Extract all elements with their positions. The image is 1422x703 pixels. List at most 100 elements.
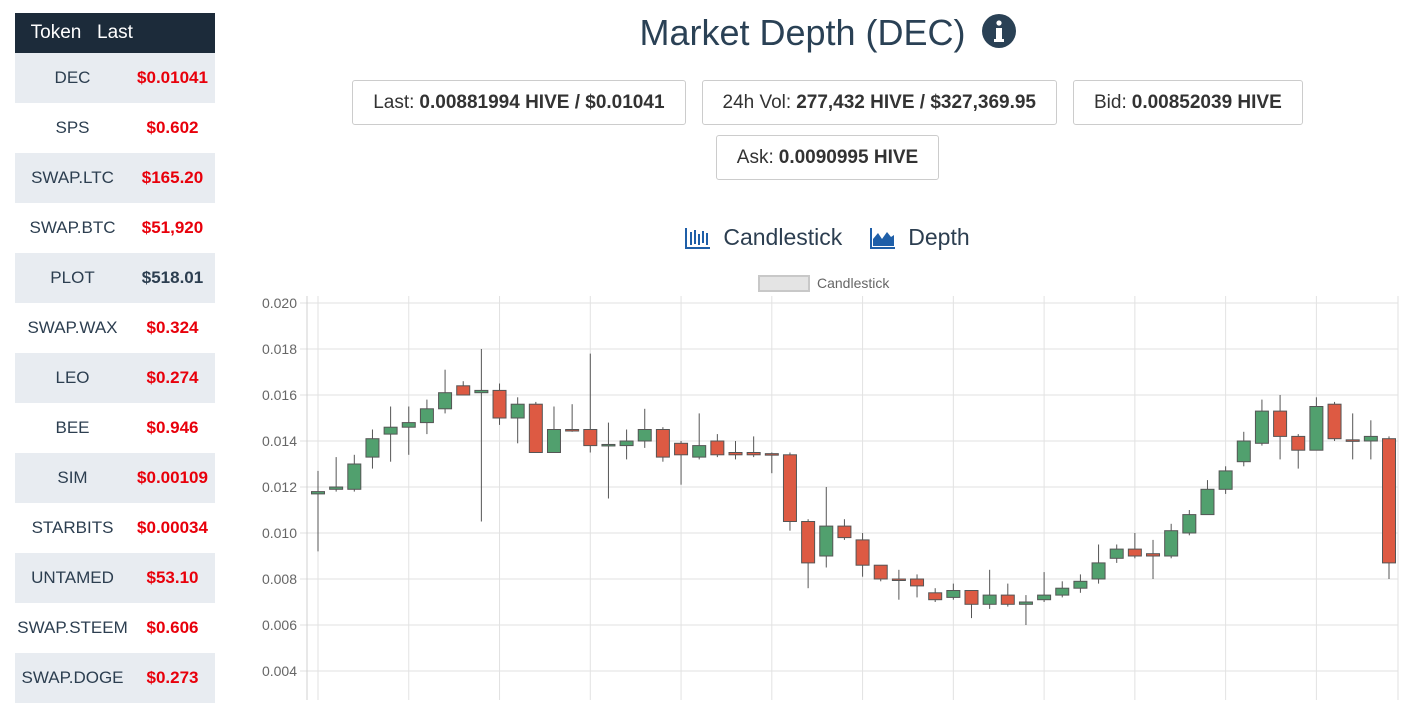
token-price: $0.01041: [137, 68, 208, 87]
header-cell: Token: [30, 22, 82, 43]
token-price: $165.20: [141, 168, 204, 187]
tab-label: Depth: [908, 224, 970, 250]
table-row: SWAP.LTC $165.20: [15, 153, 215, 203]
y-tick-label: 0.020: [262, 295, 297, 311]
table-row: SWAP.BTC $51,920: [15, 203, 215, 253]
token-price: $51,920: [141, 218, 204, 237]
candle-body: [746, 452, 761, 456]
candle-body: [438, 392, 453, 410]
token-name: PLOT: [50, 268, 95, 287]
candle-body: [928, 592, 943, 601]
token-name: SWAP.LTC: [31, 168, 114, 187]
stat-label: Last:: [373, 91, 415, 113]
token-name: STARBITS: [31, 518, 114, 537]
candle-body: [1037, 594, 1052, 601]
table-row: UNTAMED $53.10: [15, 553, 215, 603]
table-body: DEC $0.01041 SPS $0.602 SWAP.LTC $165.20 SWAP.…: [15, 53, 215, 703]
candle-body: [1182, 514, 1197, 534]
stat-box: Ask: 0.0090995 HIVE: [715, 135, 940, 180]
table-row: SWAP.DOGE $0.273: [15, 653, 215, 703]
y-tick-label: 0.012: [262, 479, 297, 495]
table-row: SPS $0.602: [15, 103, 215, 153]
candle-body: [964, 590, 979, 605]
token-price: $0.274: [146, 368, 199, 387]
token-price: $0.00034: [137, 518, 208, 537]
tab[interactable]: Candlestick: [685, 224, 842, 251]
candle-body: [1273, 410, 1288, 437]
candle-body: [1164, 530, 1179, 557]
candle-body: [347, 463, 362, 490]
candle-body: [837, 525, 852, 539]
stat-box: Bid: 0.00852039 HIVE: [1073, 80, 1303, 125]
candle-body: [329, 486, 344, 490]
y-tick-label: 0.010: [262, 525, 297, 541]
candle-body: [474, 389, 489, 394]
candle-body: [655, 429, 670, 458]
y-tick-label: 0.014: [262, 433, 297, 449]
token-name: SWAP.BTC: [29, 218, 116, 237]
chart-tabs: Candlestick Depth: [240, 224, 1415, 251]
token-name: SWAP.STEEM: [17, 618, 128, 637]
stat-label: 24h Vol:: [722, 91, 792, 113]
candle-body: [1363, 435, 1378, 442]
candle-body: [492, 389, 507, 419]
token-price: $0.00109: [137, 468, 208, 487]
candle-body: [982, 594, 997, 605]
candle-body: [946, 590, 961, 598]
stat-label: Ask:: [736, 146, 774, 168]
candle-body: [891, 578, 906, 581]
candle-body: [692, 445, 707, 458]
candlestick-icon: [685, 227, 711, 249]
candle-body: [873, 564, 888, 580]
stat-value: 277,432 HIVE / $327,369.95: [796, 91, 1036, 113]
token-price: $53.10: [146, 568, 199, 587]
candle-body: [365, 438, 380, 458]
token-name: SWAP.DOGE: [21, 668, 124, 687]
table-row: LEO $0.274: [15, 353, 215, 403]
candle-body: [764, 453, 779, 456]
stat-value: 0.00852039 HIVE: [1131, 91, 1282, 113]
candle-body: [1200, 488, 1215, 516]
token-name: DEC: [54, 68, 91, 87]
candle-body: [1382, 438, 1396, 564]
stat-box: 24h Vol: 277,432 HIVE / $327,369.95: [701, 80, 1057, 125]
candle-body: [1146, 553, 1161, 557]
candle-body: [674, 442, 689, 456]
y-tick-label: 0.016: [262, 387, 297, 403]
candle-body: [782, 454, 797, 522]
candle-body: [383, 426, 398, 435]
table-row: STARBITS $0.00034: [15, 503, 215, 553]
candle-body: [546, 429, 561, 453]
token-price: $518.01: [141, 268, 204, 287]
table-row: BEE $0.946: [15, 403, 215, 453]
table-row: DEC $0.01041: [15, 53, 215, 103]
candle-body: [510, 403, 525, 419]
token-price: $0.273: [146, 668, 199, 687]
candle-body: [855, 539, 870, 566]
candle-body: [1327, 403, 1342, 440]
table-row: PLOT $518.01: [15, 253, 215, 303]
token-price: $0.602: [146, 118, 199, 137]
token-table: Token Last DEC $0.01041 SPS $0.602 SWAP.LTC $1…: [15, 13, 215, 703]
legend-swatch: [758, 275, 810, 292]
candle-body: [311, 491, 325, 495]
token-name: LEO: [55, 368, 90, 387]
stats: Last: 0.00881994 HIVE / $0.01041 24h Vol: 2…: [240, 80, 1415, 180]
candle-body: [565, 429, 580, 432]
stat-label: Bid:: [1094, 91, 1127, 113]
candle-body: [1109, 548, 1124, 559]
candle-body: [1000, 594, 1015, 605]
candle-body: [456, 385, 471, 396]
candle-body: [1055, 587, 1070, 596]
token-price: $0.606: [146, 618, 199, 637]
tab[interactable]: Depth: [870, 224, 970, 251]
candle-body: [1073, 580, 1088, 589]
candle-body: [1218, 470, 1233, 490]
info-icon[interactable]: [981, 14, 1016, 48]
candle-body: [1018, 601, 1033, 605]
candle-body: [637, 429, 652, 442]
table-header: Token Last: [15, 13, 215, 53]
y-tick-label: 0.018: [262, 341, 297, 357]
candle-body: [619, 440, 634, 447]
